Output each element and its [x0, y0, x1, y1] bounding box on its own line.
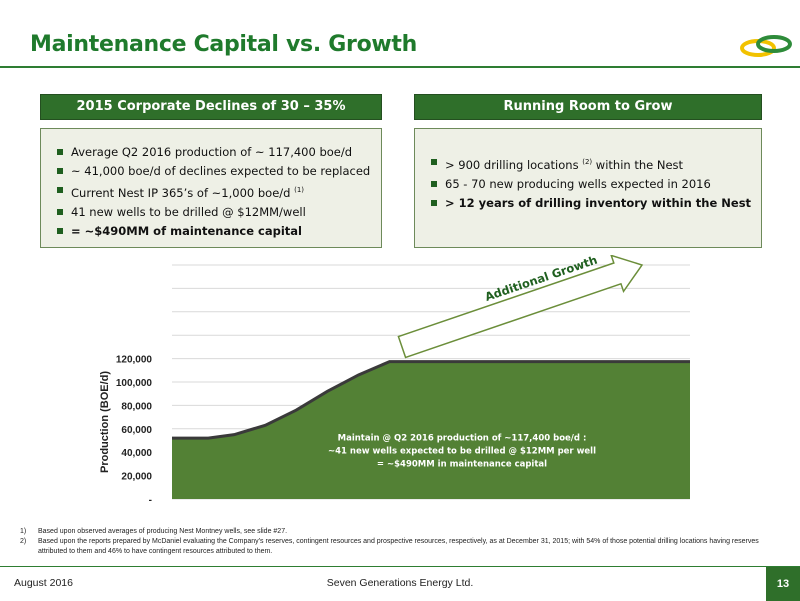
page-number: 13: [766, 567, 800, 601]
production-area: [172, 361, 690, 499]
y-tick-label: 20,000: [121, 472, 152, 483]
footnote-number: 1): [20, 528, 27, 535]
chart-annotation-line: ~41 new wells expected to be drilled @ $…: [328, 447, 596, 457]
production-line: [172, 360, 690, 440]
right-bullet-2: 65 - 70 new producing wells expected in …: [429, 175, 751, 194]
y-tick-label: 40,000: [121, 448, 152, 459]
footnote-1: 1) Based upon observed averages of produ…: [20, 527, 780, 537]
chart-annotation-line: Maintain @ Q2 2016 production of ~117,40…: [338, 434, 587, 444]
footnote-text: Based upon observed averages of producin…: [38, 528, 288, 535]
left-bullet-4: 41 new wells to be drilled @ $12MM/well: [55, 203, 371, 222]
right-bullet-3: > 12 years of drilling inventory within …: [429, 194, 751, 213]
left-panel-header: 2015 Corporate Declines of 30 – 35%: [40, 94, 382, 120]
left-bullet-panel: Average Q2 2016 production of ~ 117,400 …: [40, 128, 382, 248]
slide-title: Maintenance Capital vs. Growth: [30, 32, 417, 57]
title-divider: [0, 66, 800, 68]
footnote-text: Based upon the reports prepared by McDan…: [38, 538, 759, 555]
left-bullet-2: ~ 41,000 boe/d of declines expected to b…: [55, 162, 371, 181]
y-tick-label: 100,000: [116, 378, 153, 389]
growth-arrow: Additional Growth: [397, 255, 644, 359]
right-panel-header: Running Room to Grow: [414, 94, 762, 120]
y-tick-label: 60,000: [121, 425, 152, 436]
y-tick-label: 80,000: [121, 401, 152, 412]
footnote-number: 2): [20, 538, 27, 545]
y-tick-label: 120,000: [116, 355, 153, 366]
footnotes: 1) Based upon observed averages of produ…: [20, 527, 780, 557]
growth-arrow-shape: [397, 255, 644, 359]
left-bullet-1: Average Q2 2016 production of ~ 117,400 …: [55, 143, 371, 162]
footer-company: Seven Generations Energy Ltd.: [326, 577, 474, 589]
production-chart: - 20,000 40,000 60,000 80,000 100,000 120,000 P…: [99, 255, 690, 506]
left-bullet-3: Current Nest IP 365’s of ~1,000 boe/d (1…: [55, 181, 371, 203]
right-bullet-panel: > 900 drilling locations (2) within the …: [414, 128, 762, 248]
footnote-2: 2) Based upon the reports prepared by Mc…: [20, 537, 780, 557]
chart-annotation-line: = ~$490MM in maintenance capital: [377, 460, 547, 470]
left-bullet-5: = ~$490MM of maintenance capital: [55, 222, 371, 241]
slide-footer: August 2016 Seven Generations Energy Ltd…: [0, 566, 800, 601]
right-bullet-1: > 900 drilling locations (2) within the …: [429, 153, 751, 175]
seven-generations-logo-icon: [740, 35, 792, 57]
y-axis-label: Production (BOE/d): [99, 371, 111, 473]
y-tick-label: -: [149, 495, 152, 506]
footer-date: August 2016: [14, 577, 73, 589]
